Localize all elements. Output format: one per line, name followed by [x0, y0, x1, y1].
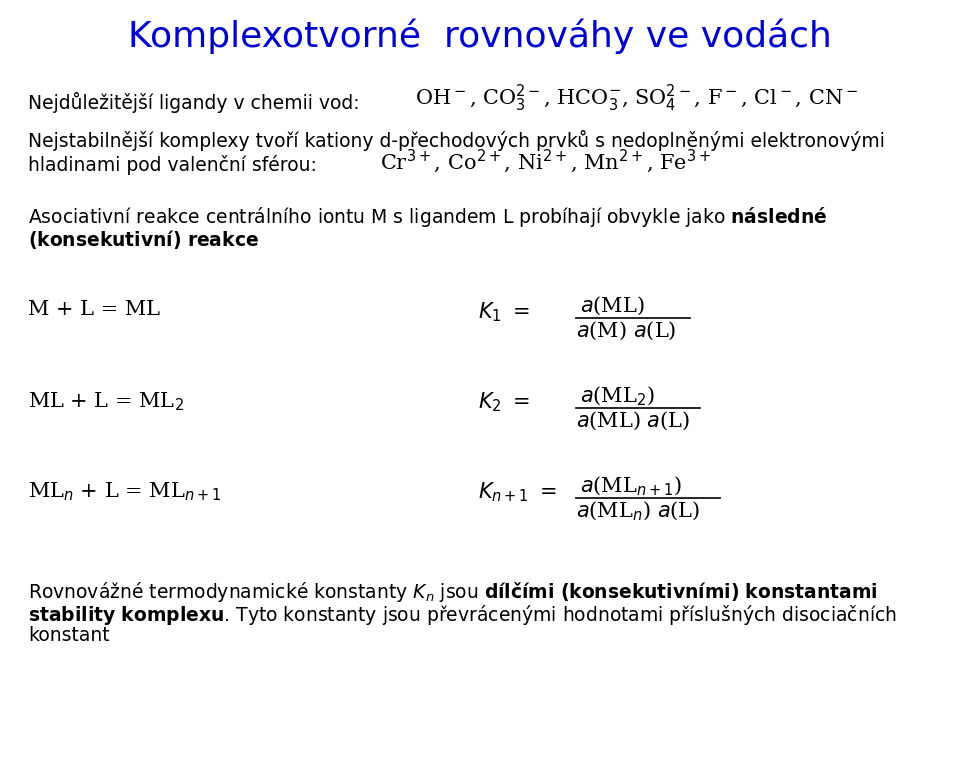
Text: hladinami pod valenční sférou:: hladinami pod valenční sférou:	[28, 155, 317, 175]
Text: $K_1\ =$: $K_1\ =$	[478, 300, 530, 324]
Text: Nejdůležitější ligandy v chemii vod:: Nejdůležitější ligandy v chemii vod:	[28, 92, 360, 113]
Text: $a$(ML) $a$(L): $a$(ML) $a$(L)	[576, 410, 690, 432]
Text: ML$_n$ + L = ML$_{n+1}$: ML$_n$ + L = ML$_{n+1}$	[28, 480, 221, 503]
Text: $a$(ML$_n$) $a$(L): $a$(ML$_n$) $a$(L)	[576, 500, 701, 523]
Text: M + L = ML: M + L = ML	[28, 300, 160, 319]
Text: $a$(ML$_{n+1}$): $a$(ML$_{n+1}$)	[580, 475, 682, 498]
Text: OH$^-$, CO$_3^{2-}$, HCO$_3^{-}$, SO$_4^{2-}$, F$^-$, Cl$^-$, CN$^-$: OH$^-$, CO$_3^{2-}$, HCO$_3^{-}$, SO$_4^…	[415, 83, 858, 114]
Text: $\mathbf{(konsekutivní)\ reakce}$: $\mathbf{(konsekutivní)\ reakce}$	[28, 228, 259, 251]
Text: konstant: konstant	[28, 626, 109, 645]
Text: $K_2\ =$: $K_2\ =$	[478, 390, 530, 414]
Text: $a$(M) $a$(L): $a$(M) $a$(L)	[576, 320, 677, 343]
Text: Cr$^{3+}$, Co$^{2+}$, Ni$^{2+}$, Mn$^{2+}$, Fe$^{3+}$: Cr$^{3+}$, Co$^{2+}$, Ni$^{2+}$, Mn$^{2+…	[380, 148, 711, 175]
Text: $K_{n+1}\ =$: $K_{n+1}\ =$	[478, 480, 557, 503]
Text: Rovnovážné termodynamické konstanty $K_n$ jsou $\mathbf{dílčími\ (konsekutivními: Rovnovážné termodynamické konstanty $K_n…	[28, 580, 877, 604]
Text: Nejstabilnější komplexy tvoří kationy d-přechodových prvků s nedoplněnými elektr: Nejstabilnější komplexy tvoří kationy d-…	[28, 130, 885, 151]
Text: $a$(ML$_2$): $a$(ML$_2$)	[580, 385, 655, 409]
Text: ML + L = ML$_2$: ML + L = ML$_2$	[28, 390, 184, 412]
Text: Komplexotvorné  rovnováhy ve vodách: Komplexotvorné rovnováhy ve vodách	[128, 18, 832, 54]
Text: $a$(ML): $a$(ML)	[580, 295, 645, 318]
Text: Asociativní reakce centrálního iontu M s ligandem L probíhají obvykle jako $\mat: Asociativní reakce centrálního iontu M s…	[28, 205, 828, 229]
Text: $\mathbf{stability\ komplexu}$. Tyto konstanty jsou převrácenými hodnotami přísl: $\mathbf{stability\ komplexu}$. Tyto kon…	[28, 603, 897, 627]
